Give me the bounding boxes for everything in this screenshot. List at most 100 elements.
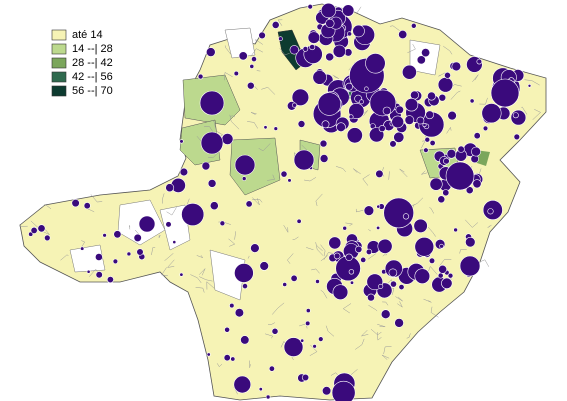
bubble xyxy=(447,272,454,279)
bubble xyxy=(201,161,211,171)
bubble xyxy=(320,2,337,19)
bubble xyxy=(238,51,248,61)
municipal-border xyxy=(382,301,389,306)
bubble xyxy=(447,110,457,121)
municipal-border xyxy=(255,38,263,45)
bubble xyxy=(416,55,426,65)
municipal-border xyxy=(438,72,446,77)
municipal-border xyxy=(135,229,140,235)
municipal-border xyxy=(230,115,236,118)
municipal-border xyxy=(399,168,408,178)
bubble xyxy=(179,139,184,144)
bubble xyxy=(367,293,375,302)
bubble xyxy=(345,82,353,91)
bubble xyxy=(305,308,311,313)
bubble xyxy=(317,92,342,116)
bubble xyxy=(390,280,397,288)
bubble xyxy=(315,279,320,284)
municipal-border xyxy=(261,86,276,95)
bubble xyxy=(336,122,346,132)
municipal-border xyxy=(309,344,318,356)
bubble xyxy=(424,136,431,143)
bubble xyxy=(473,132,481,140)
bubble xyxy=(363,205,375,216)
municipal-border xyxy=(389,25,400,31)
municipal-border xyxy=(315,242,324,256)
municipal-border xyxy=(268,322,275,325)
bubble xyxy=(241,176,247,181)
bubble xyxy=(258,387,263,392)
bubble xyxy=(312,344,317,349)
bubble xyxy=(465,186,474,195)
municipal-border xyxy=(395,296,403,302)
municipal-border xyxy=(377,324,386,328)
bubble xyxy=(332,44,347,58)
bubble xyxy=(322,386,332,396)
municipal-border xyxy=(271,302,285,315)
municipal-border xyxy=(224,72,233,81)
bubble xyxy=(378,283,384,289)
municipal-border xyxy=(277,19,283,26)
bubble xyxy=(280,170,288,178)
unit-no-data xyxy=(69,244,106,273)
bubble xyxy=(451,61,462,72)
municipal-border xyxy=(362,174,370,186)
bubble xyxy=(325,18,335,28)
bubble xyxy=(510,109,527,126)
municipal-border xyxy=(311,268,320,274)
legend-swatch xyxy=(51,71,67,83)
municipal-border xyxy=(199,276,213,282)
bubble xyxy=(439,243,444,249)
municipal-border xyxy=(423,298,432,303)
bubble xyxy=(410,22,417,29)
bubble xyxy=(376,225,381,230)
bubble xyxy=(394,318,404,328)
bubble xyxy=(425,110,435,120)
bubble xyxy=(365,53,386,74)
bubble xyxy=(296,218,302,224)
municipal-border xyxy=(158,234,161,238)
bubble xyxy=(268,365,275,372)
municipal-border xyxy=(360,329,369,337)
bubble xyxy=(429,177,443,191)
bubble xyxy=(242,283,248,289)
bubble xyxy=(136,248,144,256)
municipal-border xyxy=(427,265,438,275)
bubble xyxy=(223,354,231,362)
municipal-border xyxy=(524,79,540,86)
municipal-border xyxy=(267,174,275,181)
bubble xyxy=(333,252,341,260)
bubble xyxy=(414,268,431,285)
bubble xyxy=(234,154,256,176)
bubble xyxy=(165,183,175,193)
bubble xyxy=(126,251,132,257)
municipal-border xyxy=(228,238,236,247)
municipal-border xyxy=(446,126,452,134)
bubble xyxy=(457,145,465,153)
bubble xyxy=(251,56,257,62)
legend-swatch xyxy=(51,57,67,69)
bubble xyxy=(437,77,454,93)
bubble xyxy=(28,231,34,237)
municipal-border xyxy=(212,120,217,130)
bubble xyxy=(476,58,483,65)
municipal-border xyxy=(42,229,50,235)
legend: até 14 14 --| 28 28 --| 42 42 --| 56 56 --| … xyxy=(51,29,113,97)
bubble xyxy=(259,261,269,271)
bubble xyxy=(398,284,405,291)
bubble xyxy=(95,271,103,279)
bubble xyxy=(346,31,352,37)
municipal-border xyxy=(166,259,175,268)
bubble xyxy=(395,105,404,115)
bubble xyxy=(342,225,348,231)
bubble xyxy=(293,149,315,171)
bubble xyxy=(444,71,451,79)
municipal-border xyxy=(320,244,326,257)
municipal-border xyxy=(303,177,317,182)
municipal-border xyxy=(472,74,479,82)
bubble xyxy=(469,98,475,104)
municipal-border xyxy=(487,224,492,228)
bubble xyxy=(37,224,46,233)
bubble xyxy=(233,70,239,77)
